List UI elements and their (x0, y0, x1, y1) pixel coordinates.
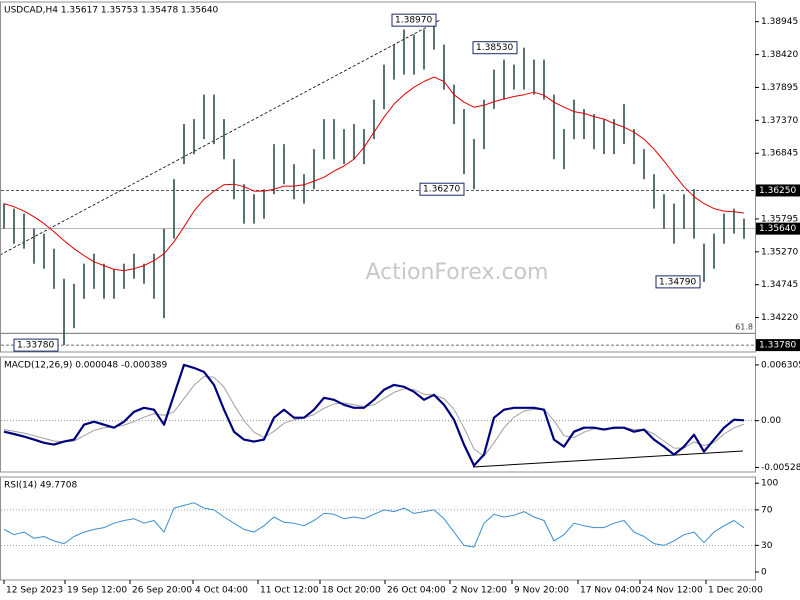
panel-frame (0, 1, 756, 353)
panel-frame (0, 356, 756, 473)
y-tick-label: 1.37895 (761, 83, 798, 93)
x-tick-label: 2 Nov 12:00 (452, 586, 507, 596)
annotation-box (391, 13, 437, 27)
annotation-label: 1.36270 (423, 185, 460, 195)
y-tick-label: 0.006305 (761, 360, 800, 370)
y-tick-label: 1.38420 (761, 50, 798, 60)
x-tick-label: 1 Dec 20:00 (708, 586, 763, 596)
x-tick-label: 26 Sep 20:00 (132, 586, 192, 596)
y-tick-label: 70 (761, 505, 773, 515)
y-tick-label: 1.34745 (761, 280, 798, 290)
watermark: ActionForex.com (366, 260, 549, 285)
panel-title: USDCAD,H4 1.35617 1.35753 1.35478 1.3564… (4, 6, 219, 16)
annotation-label: 1.38970 (395, 16, 432, 26)
annotation-label: 1.38530 (476, 43, 513, 53)
level-label-box (756, 339, 800, 352)
x-tick-label: 11 Oct 12:00 (260, 586, 319, 596)
y-tick-label: 0.00 (761, 416, 781, 426)
y-tick-label: 1.36845 (761, 149, 798, 159)
x-tick-label: 24 Nov 12:00 (642, 586, 703, 596)
x-tick-label: 4 Oct 04:00 (195, 586, 248, 596)
moving-average (3, 76, 745, 272)
y-tick-label: 30 (761, 541, 773, 551)
annotation-label: 1.33780 (17, 341, 54, 351)
x-tick-label: 12 Sep 2023 (6, 586, 63, 596)
y-tick-label: 1.35270 (761, 247, 798, 257)
y-tick-label: 1.35795 (761, 214, 798, 224)
level-label: 1.33780 (759, 341, 796, 351)
annotation-box (419, 182, 465, 196)
x-tick-label: 9 Nov 20:00 (514, 586, 569, 596)
panel-title: RSI(14) 49.7708 (4, 481, 77, 491)
macd-line (3, 363, 745, 467)
y-tick-label: 1.37370 (761, 116, 798, 126)
level-label: 1.35640 (759, 224, 796, 234)
annotation-box (472, 41, 518, 55)
annotation-box (13, 338, 59, 352)
y-tick-label: 1.34220 (761, 313, 798, 323)
level-label-box (756, 222, 800, 235)
y-tick-label: 100 (761, 479, 778, 489)
x-tick-label: 18 Oct 20:00 (322, 586, 381, 596)
panel-title: MACD(12,26,9) 0.000048 -0.000389 (4, 361, 167, 371)
x-tick-label: 19 Sep 12:00 (67, 586, 127, 596)
trend-line (0, 19, 441, 256)
fib-label: 61.8 (735, 323, 753, 332)
y-tick-label: 0 (761, 568, 767, 578)
y-tick-label: -0.005283 (761, 463, 800, 473)
x-tick-label: 26 Oct 04:00 (387, 586, 446, 596)
macd-trend-line (472, 450, 744, 468)
panel-frame (0, 476, 756, 581)
annotation-box (655, 275, 701, 289)
x-tick-label: 17 Nov 04:00 (580, 586, 641, 596)
level-label-box (756, 184, 800, 197)
rsi-line (3, 502, 745, 548)
annotation-label: 1.34790 (659, 277, 696, 287)
y-tick-label: 1.38945 (761, 17, 798, 27)
level-label: 1.36250 (759, 186, 796, 196)
